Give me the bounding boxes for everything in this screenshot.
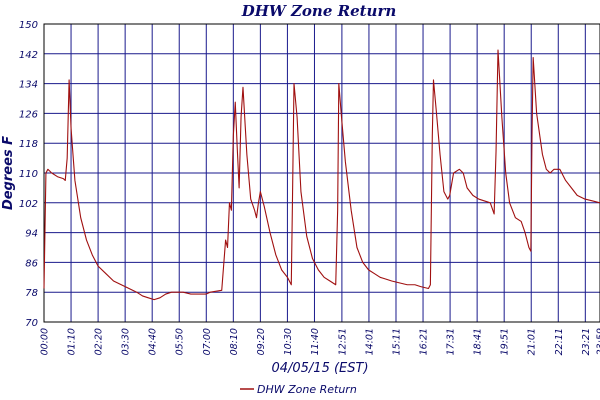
y-tick-label: 70 <box>25 318 38 329</box>
legend: DHW Zone Return <box>240 383 357 396</box>
x-tick-label: 00:00 <box>40 328 51 355</box>
y-tick-label: 134 <box>19 80 38 91</box>
x-axis-tick-labels: 00:00 01:10 02:20 03:30 04:40 05:50 07:00 08:10… <box>40 328 600 355</box>
x-tick-label: 02:20 <box>94 328 105 355</box>
legend-label: DHW Zone Return <box>257 383 357 396</box>
x-tick-label: 22:11 <box>554 328 565 355</box>
x-tick-label: 23:21 <box>581 328 592 355</box>
x-tick-label: 19:51 <box>500 328 511 355</box>
x-tick-label: 09:20 <box>256 328 267 355</box>
x-tick-label: 14:01 <box>364 328 375 355</box>
x-tick-label: 16:21 <box>419 328 430 355</box>
x-tick-label: 18:41 <box>473 328 484 355</box>
y-tick-label: 94 <box>25 229 38 240</box>
x-tick-label: 08:10 <box>229 328 240 355</box>
x-tick-label: 21:01 <box>527 328 538 355</box>
x-axis-label: 04/05/15 (EST) <box>271 361 368 376</box>
y-tick-label: 86 <box>25 258 38 269</box>
y-tick-label: 78 <box>25 288 38 299</box>
x-tick-label: 04:40 <box>148 328 159 355</box>
plot-area-frame <box>43 23 600 323</box>
y-tick-label: 150 <box>19 20 38 31</box>
grid <box>43 23 600 323</box>
chart-title: DHW Zone Return <box>241 2 397 20</box>
x-tick-label: 12:51 <box>337 328 348 355</box>
y-tick-label: 110 <box>19 169 38 180</box>
x-tick-label: 10:30 <box>283 328 294 355</box>
y-axis-tick-labels: 70 78 86 94 102 110 118 126 134 142 150 <box>19 20 38 329</box>
series-line <box>43 49 600 301</box>
x-tick-label: 05:50 <box>175 328 186 355</box>
x-tick-label: 07:00 <box>202 328 213 355</box>
x-tick-label: 23:59 <box>596 328 600 355</box>
y-tick-label: 118 <box>19 139 38 150</box>
y-tick-label: 142 <box>19 50 38 61</box>
x-tick-label: 01:10 <box>67 328 78 355</box>
y-tick-label: 126 <box>19 109 38 120</box>
x-tick-label: 15:11 <box>391 328 402 355</box>
y-axis-label: Degrees F <box>1 136 16 210</box>
x-tick-label: 03:30 <box>121 328 132 355</box>
x-tick-label: 11:40 <box>310 328 321 355</box>
series-group <box>43 49 600 301</box>
x-tick-label: 17:31 <box>446 328 457 355</box>
y-tick-label: 102 <box>19 199 38 210</box>
